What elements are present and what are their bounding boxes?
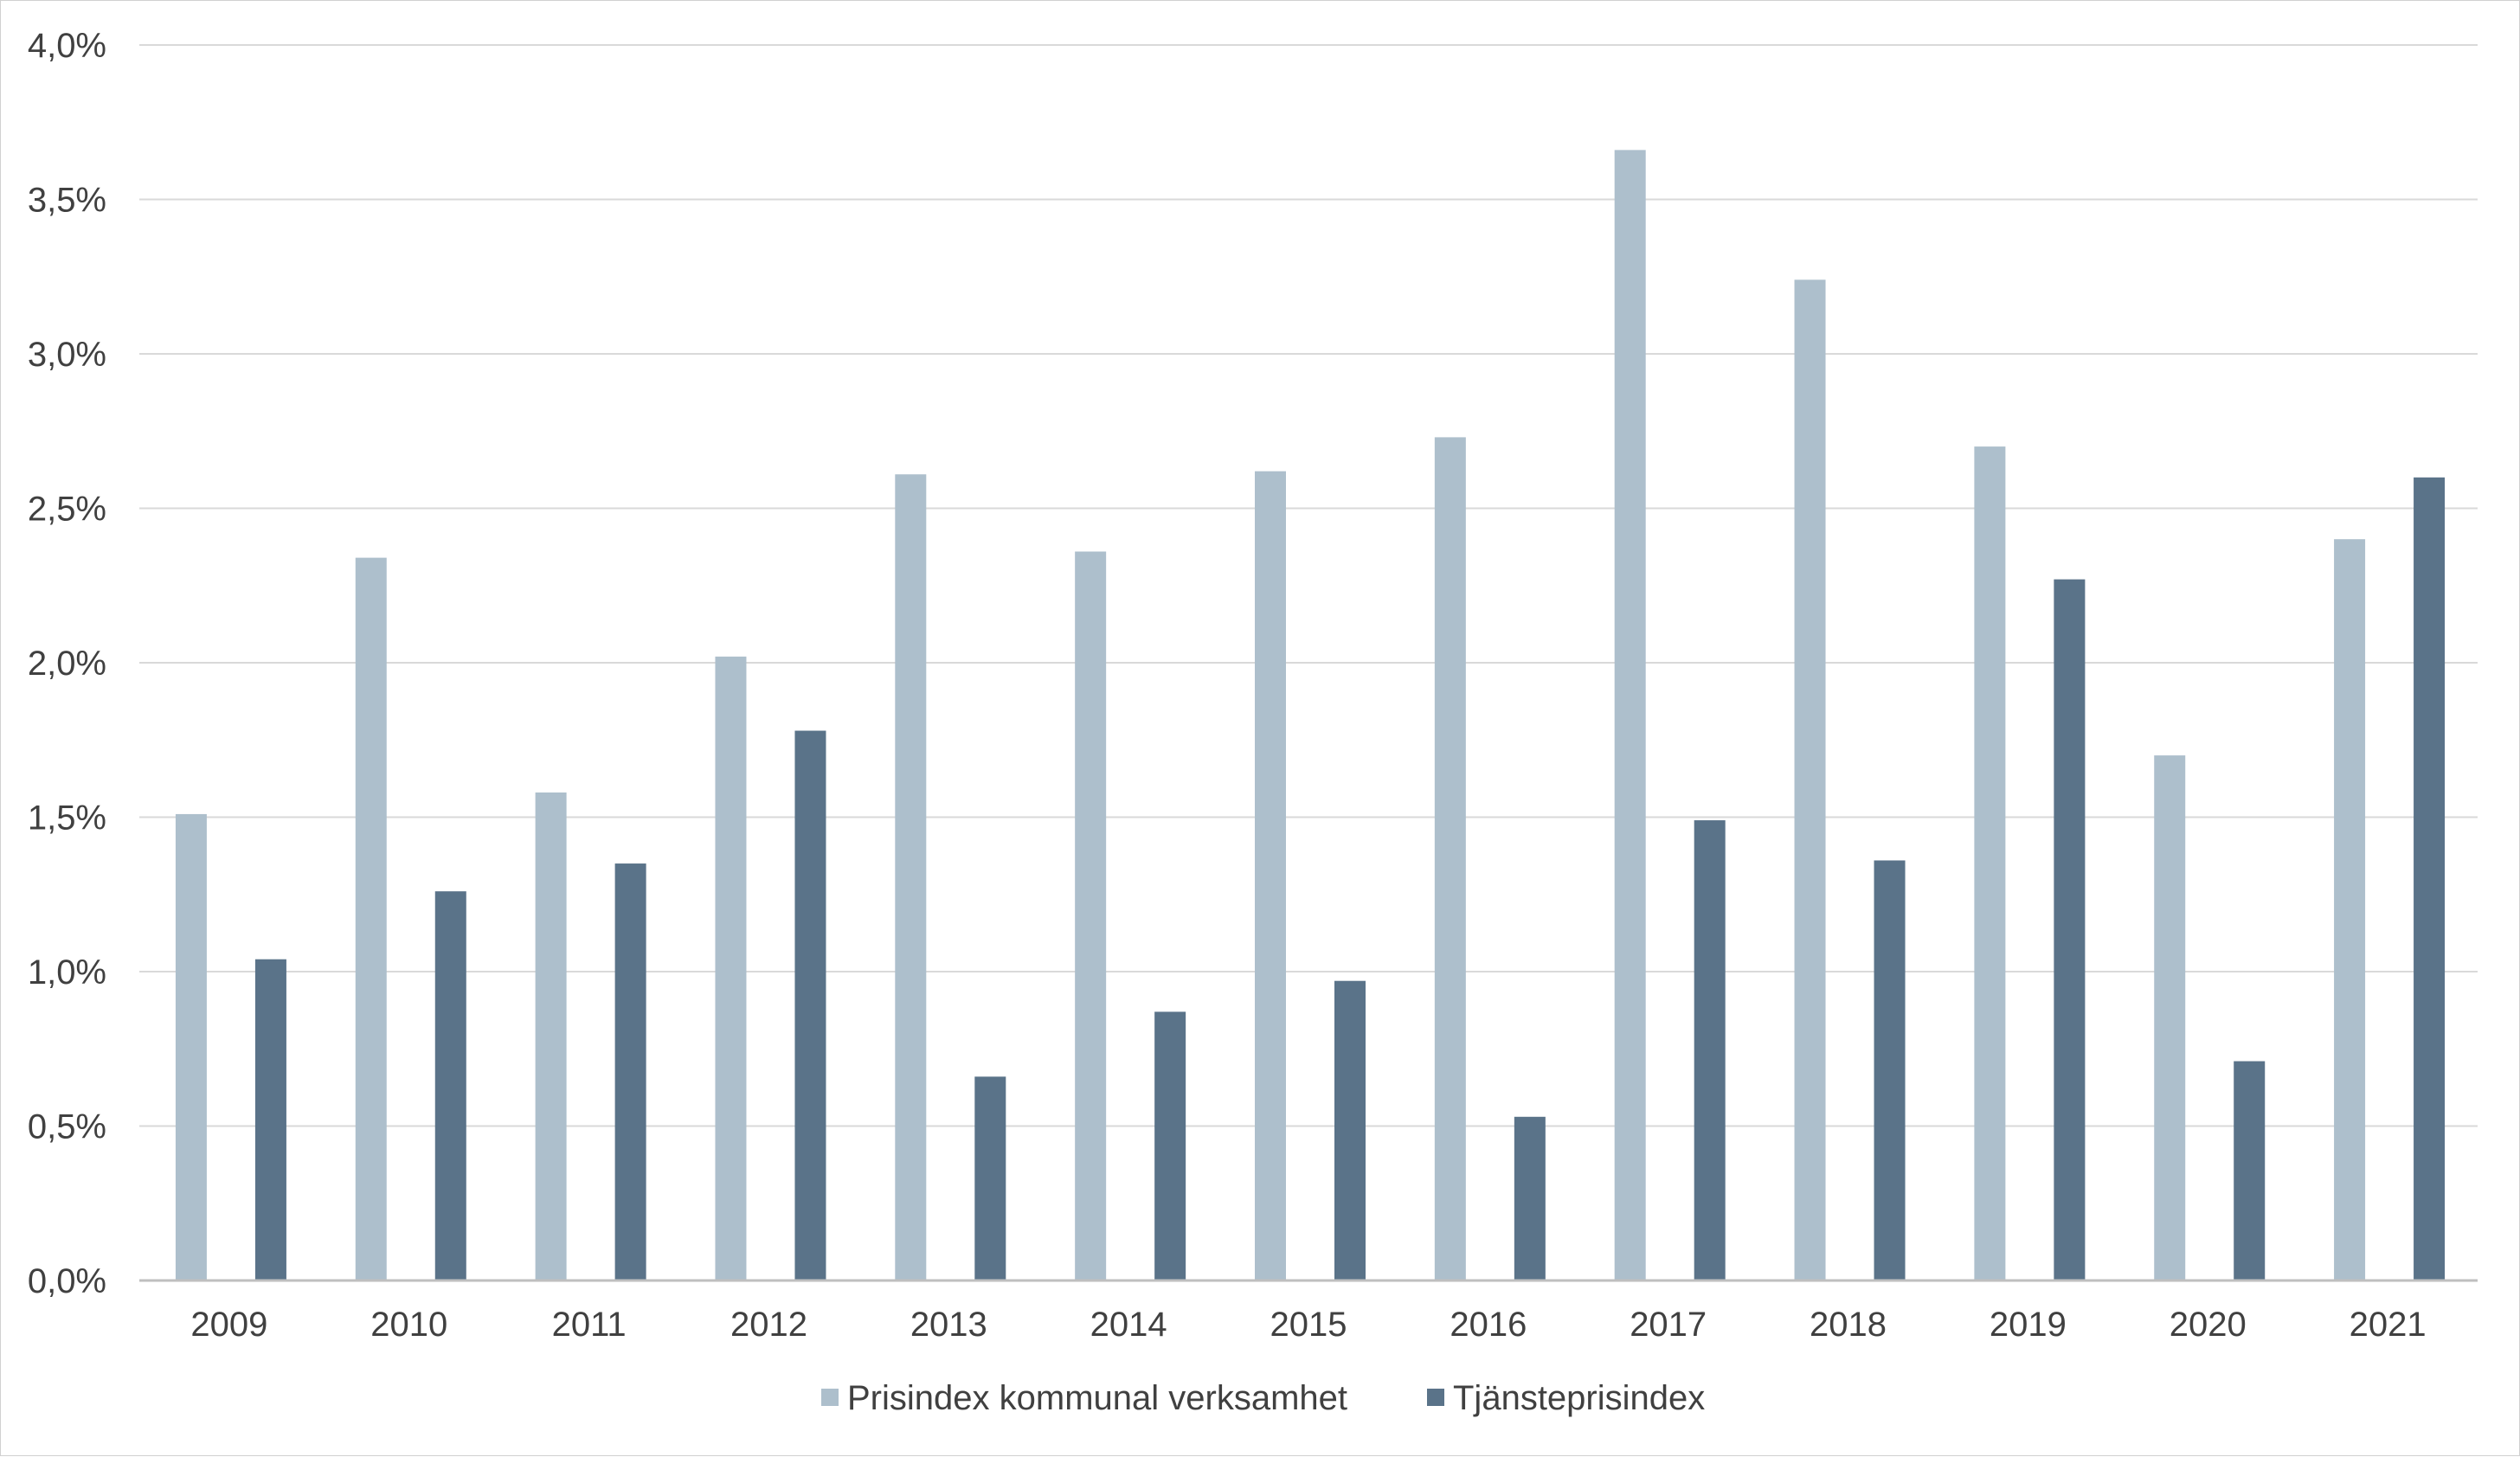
bar-tjansteprisindex-2012 [794, 730, 826, 1280]
x-tick-label: 2020 [2170, 1306, 2247, 1344]
bar-tjansteprisindex-2010 [434, 891, 466, 1280]
bar-tjansteprisindex-2020 [2234, 1061, 2266, 1280]
x-tick-label: 2010 [370, 1306, 447, 1344]
bar-tjansteprisindex-2014 [1154, 1011, 1186, 1280]
gridlines [139, 44, 2478, 1127]
bar-tjansteprisindex-2016 [1514, 1116, 1546, 1280]
y-tick-label: 2,0% [28, 645, 106, 683]
legend-label: Tjänsteprisindex [1453, 1379, 1705, 1417]
y-tick-label: 1,0% [28, 953, 106, 992]
x-tick-label: 2014 [1090, 1306, 1167, 1344]
bar-tjansteprisindex-2018 [1874, 860, 1906, 1280]
x-tick-label: 2009 [190, 1306, 267, 1344]
bars [175, 150, 2446, 1280]
x-tick-label: 2017 [1630, 1306, 1707, 1344]
bar-prisindex-kommunal-verksamhet-2020 [2154, 755, 2186, 1280]
bar-tjansteprisindex-2019 [2054, 579, 2086, 1280]
y-tick-label: 3,0% [28, 336, 106, 374]
y-tick-label: 1,5% [28, 799, 106, 838]
legend-swatch [821, 1389, 839, 1406]
y-tick-label: 3,5% [28, 182, 106, 220]
bar-prisindex-kommunal-verksamhet-2019 [1974, 446, 2006, 1280]
x-tick-label: 2013 [910, 1306, 987, 1344]
bar-prisindex-kommunal-verksamhet-2015 [1255, 471, 1286, 1280]
bar-prisindex-kommunal-verksamhet-2017 [1614, 150, 1646, 1280]
bar-prisindex-kommunal-verksamhet-2013 [895, 474, 927, 1280]
x-tick-label: 2012 [730, 1306, 807, 1344]
bar-tjansteprisindex-2015 [1334, 980, 1366, 1280]
bar-tjansteprisindex-2021 [2414, 477, 2446, 1280]
y-axis-ticks: 0,0% 0,5% 1,0% 1,5% 2,0% 2,5% 3,0% 3,5% 4,0% [28, 27, 106, 1300]
y-tick-label: 4,0% [28, 27, 106, 65]
y-tick-label: 2,5% [28, 491, 106, 529]
y-tick-label: 0,0% [28, 1262, 106, 1300]
x-tick-label: 2015 [1270, 1306, 1347, 1344]
x-tick-label: 2011 [552, 1306, 627, 1344]
bar-tjansteprisindex-2011 [614, 863, 646, 1280]
bar-prisindex-kommunal-verksamhet-2021 [2334, 539, 2366, 1280]
bar-tjansteprisindex-2013 [974, 1076, 1006, 1280]
bar-prisindex-kommunal-verksamhet-2018 [1794, 279, 1826, 1280]
x-tick-label: 2016 [1450, 1306, 1527, 1344]
legend-swatch [1427, 1389, 1444, 1406]
bar-tjansteprisindex-2009 [254, 959, 286, 1280]
x-tick-label: 2018 [1810, 1306, 1887, 1344]
x-tick-label: 2021 [2350, 1306, 2427, 1344]
bar-prisindex-kommunal-verksamhet-2016 [1434, 437, 1466, 1280]
bar-prisindex-kommunal-verksamhet-2014 [1075, 551, 1107, 1280]
bar-prisindex-kommunal-verksamhet-2009 [175, 813, 207, 1280]
legend: Prisindex kommunal verksamhet Tjänstepris… [821, 1379, 1705, 1417]
bar-prisindex-kommunal-verksamhet-2012 [715, 656, 747, 1280]
y-tick-label: 0,5% [28, 1108, 106, 1146]
bar-prisindex-kommunal-verksamhet-2010 [355, 557, 387, 1280]
bar-tjansteprisindex-2017 [1694, 820, 1726, 1280]
x-axis-ticks: 2009 2010 2011 2012 2013 2014 2015 2016 2017 2018… [190, 1306, 2426, 1344]
legend-label: Prisindex kommunal verksamhet [847, 1379, 1347, 1417]
x-tick-label: 2019 [1990, 1306, 2067, 1344]
bar-prisindex-kommunal-verksamhet-2011 [535, 792, 567, 1280]
